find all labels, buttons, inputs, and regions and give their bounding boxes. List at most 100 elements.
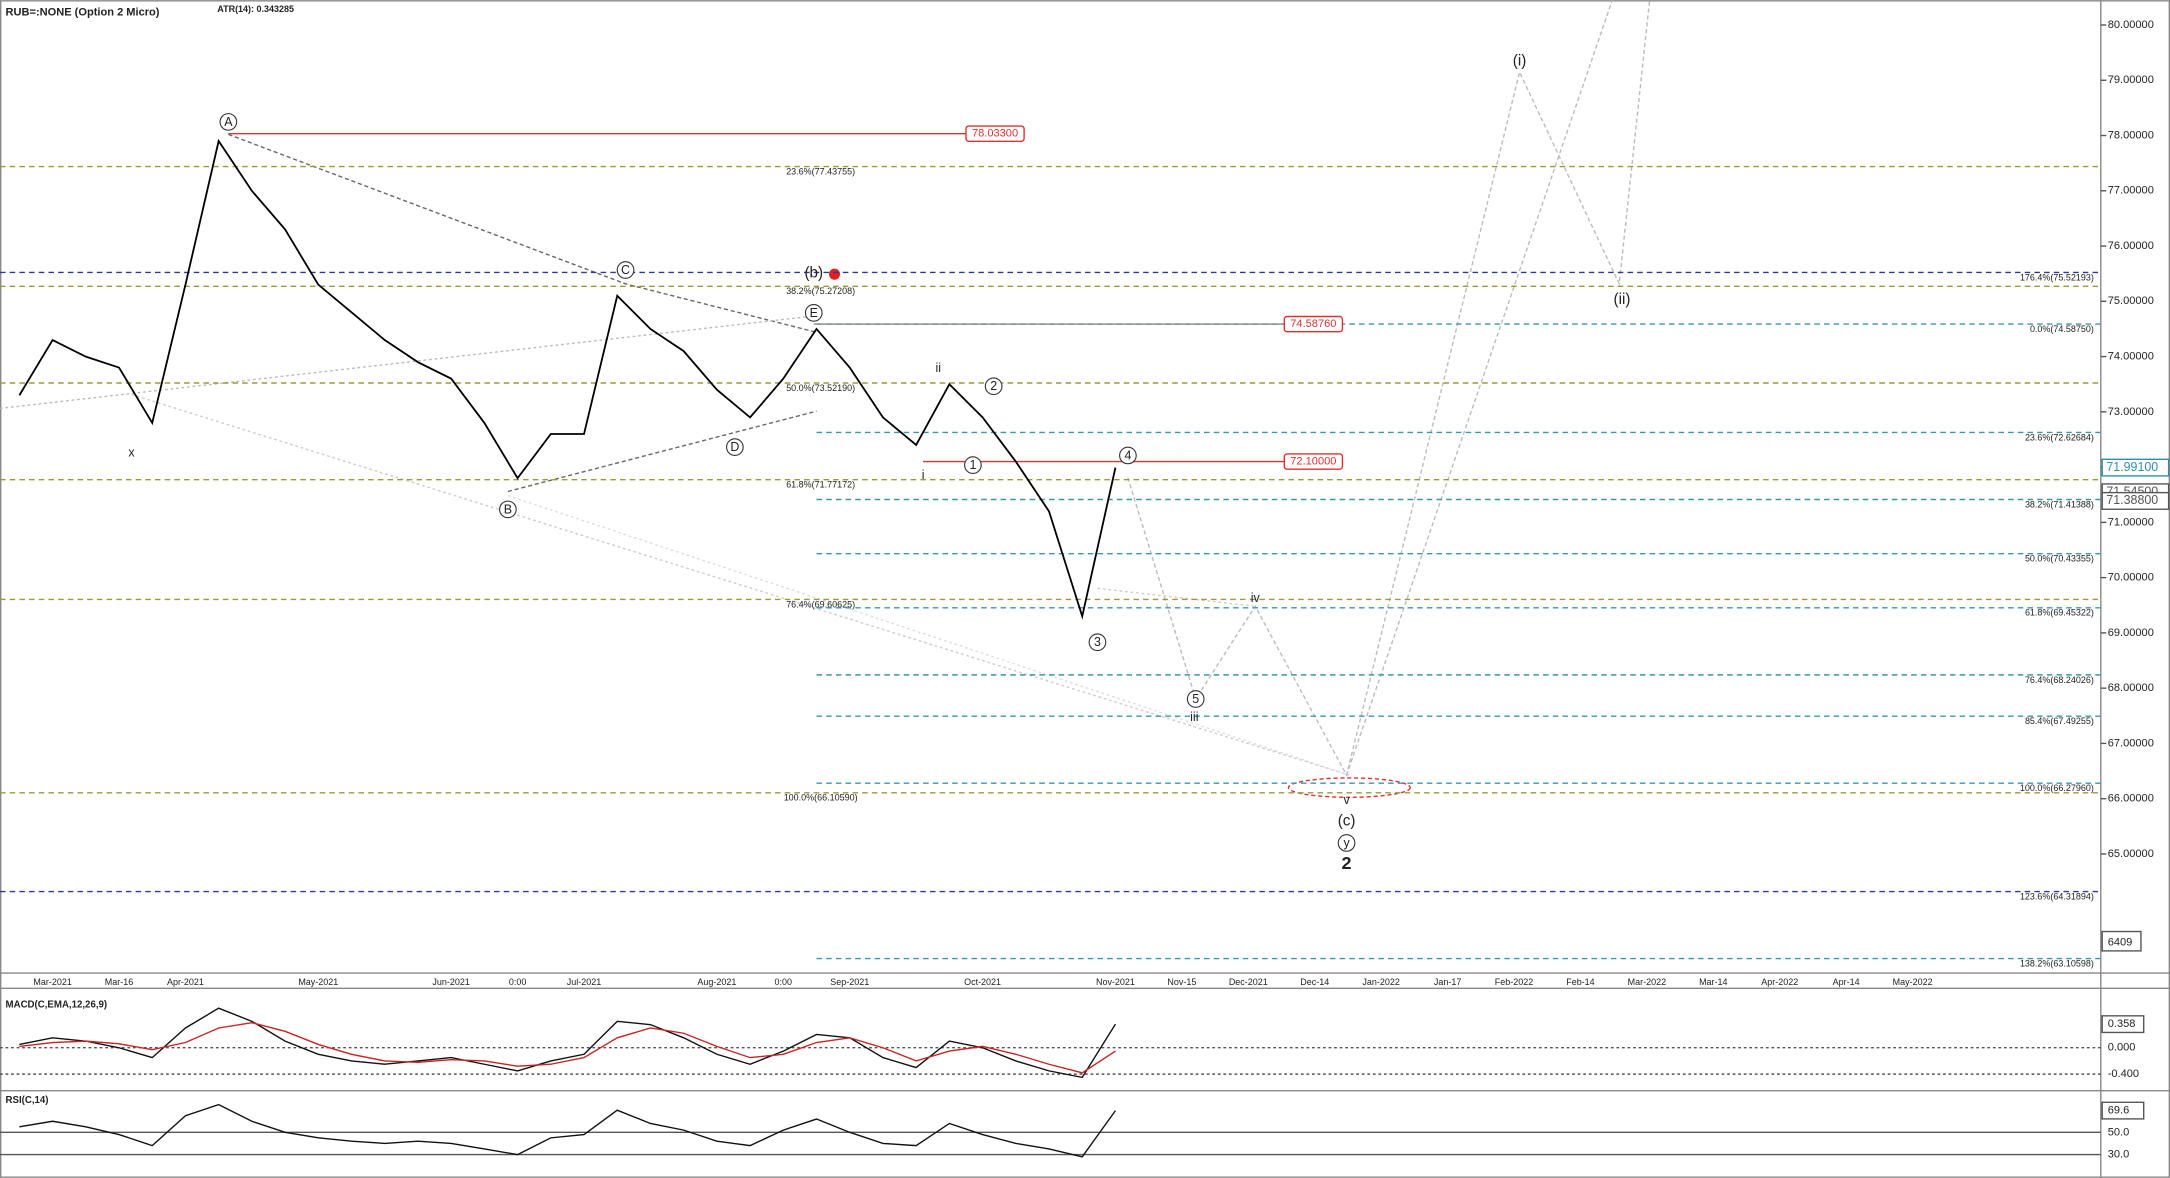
wave-circle (964, 456, 982, 474)
wave-label: (b) (804, 264, 823, 281)
x-tick-label: Sep-2021 (830, 977, 869, 987)
wave-circle (804, 304, 823, 322)
wave-label: E (810, 306, 818, 320)
y-tick-label: 69.00000 (2108, 627, 2154, 639)
wave-label: 3 (1094, 635, 1101, 649)
x-tick-label: Feb-2022 (1495, 977, 1533, 987)
wave-label: iii (1190, 710, 1198, 724)
panel-title: RSI(C,14) (6, 1095, 49, 1106)
fib-label: 76.4%(68.24026) (2025, 675, 2094, 685)
fib-label: 76.4%(69.60625) (786, 599, 855, 609)
x-tick-label: May-2021 (298, 977, 338, 987)
trend-line (228, 133, 817, 333)
level-box (1283, 315, 1344, 333)
trend-line (131, 393, 1350, 776)
y-tick-label: 77.00000 (2108, 185, 2154, 197)
y-tick-label: 74.00000 (2108, 351, 2154, 363)
fib-label: 85.4%(67.49255) (2025, 716, 2094, 726)
wave-label: B (504, 502, 512, 516)
wave-circle (616, 261, 635, 279)
wave-circle (499, 500, 517, 519)
fib-label: 138.2%(63.10598) (2020, 959, 2094, 969)
y-tick-label: 78.00000 (2108, 129, 2154, 141)
projection-path (1097, 587, 1256, 607)
x-tick-label: Dec-14 (1300, 977, 1329, 987)
x-tick-label: Mar-2022 (1628, 977, 1666, 987)
wave-circle (1119, 446, 1137, 465)
wave-circle (219, 113, 238, 131)
volume-box (2101, 930, 2142, 952)
wave-label: i (922, 468, 925, 482)
y-tick-label: 50.0 (2108, 1126, 2130, 1138)
level-label: 74.58760 (1290, 318, 1336, 330)
wave-circle (726, 438, 744, 457)
level-label: 72.10000 (1290, 456, 1336, 468)
fib-label: 0.0%(74.58750) (2030, 324, 2094, 334)
fib-label: 100.0%(66.27960) (2020, 783, 2094, 793)
wave-label: y (1343, 836, 1350, 850)
projection-path (1345, 0, 1613, 776)
y-tick-label: 76.00000 (2108, 240, 2154, 252)
wave-label: iv (1251, 591, 1261, 605)
y-tick-label: 65.00000 (2108, 848, 2154, 860)
wave-label: ii (936, 361, 942, 375)
wave-circle (984, 377, 1003, 396)
wave-label: 1 (969, 458, 976, 472)
target-zone (1287, 777, 1411, 798)
y-tick-label: 0.358 (2108, 1018, 2136, 1030)
x-tick-label: 0:00 (775, 977, 792, 987)
x-tick-label: Nov-15 (1167, 977, 1196, 987)
y-tick-label: 0.000 (2108, 1042, 2136, 1054)
value-box (2101, 1015, 2145, 1034)
fib-label: 61.8%(69.45322) (2025, 608, 2094, 618)
fib-label: 176.4%(75.52193) (2020, 272, 2094, 282)
series-line (18, 138, 1117, 620)
x-tick-label: Jul-2021 (567, 977, 601, 987)
y-tick-label: 71.00000 (2108, 516, 2154, 528)
wave-label: D (730, 440, 739, 454)
wave-circle (1186, 690, 1205, 708)
price-label: 71.99100 (2106, 460, 2158, 474)
x-tick-label: Apr-2021 (167, 977, 204, 987)
series-line (19, 1022, 1116, 1074)
wave-circle (1337, 834, 1356, 852)
x-tick-label: Dec-2021 (1229, 977, 1268, 987)
fib-label: 50.0%(70.43355) (2025, 554, 2094, 564)
wave-label: (ii) (1614, 291, 1631, 308)
x-tick-label: Oct-2021 (964, 977, 1001, 987)
x-tick-label: Aug-2021 (697, 977, 736, 987)
volume-label: 6409 (2108, 937, 2133, 949)
price-box (2101, 491, 2170, 510)
alert-dot (828, 268, 841, 280)
trend-line (507, 410, 817, 493)
x-tick-label: Nov-2021 (1096, 977, 1135, 987)
x-tick-label: Jun-2021 (432, 977, 469, 987)
x-tick-label: Mar-16 (105, 977, 133, 987)
wave-label: (c) (1338, 813, 1356, 830)
fib-label: 50.0%(73.52190) (786, 383, 855, 393)
x-tick-label: Apr-14 (1833, 977, 1860, 987)
wave-label: 2 (1342, 853, 1352, 873)
wave-label: 4 (1124, 448, 1131, 462)
y-tick-label: 69.6 (2108, 1105, 2130, 1117)
x-tick-label: Jan-2022 (1362, 977, 1399, 987)
x-tick-label: Mar-14 (1699, 977, 1727, 987)
y-tick-label: 67.00000 (2108, 737, 2154, 749)
level-label: 78.03300 (972, 128, 1018, 140)
y-tick-label: 66.00000 (2108, 793, 2154, 805)
x-tick-label: 0:00 (509, 977, 527, 987)
wave-label: A (224, 115, 233, 129)
y-tick-label: 75.00000 (2108, 295, 2154, 307)
price-box (2101, 458, 2170, 477)
wave-label: C (621, 263, 630, 277)
fib-label: 100.0%(66.10590) (784, 793, 858, 803)
chart-title: RUB=:NONE (Option 2 Micro) (6, 7, 160, 19)
wave-label: 5 (1192, 692, 1199, 706)
x-tick-label: Mar-2021 (33, 977, 71, 987)
trend-line (507, 494, 1350, 776)
fib-label: 61.8%(71.77172) (786, 480, 855, 490)
